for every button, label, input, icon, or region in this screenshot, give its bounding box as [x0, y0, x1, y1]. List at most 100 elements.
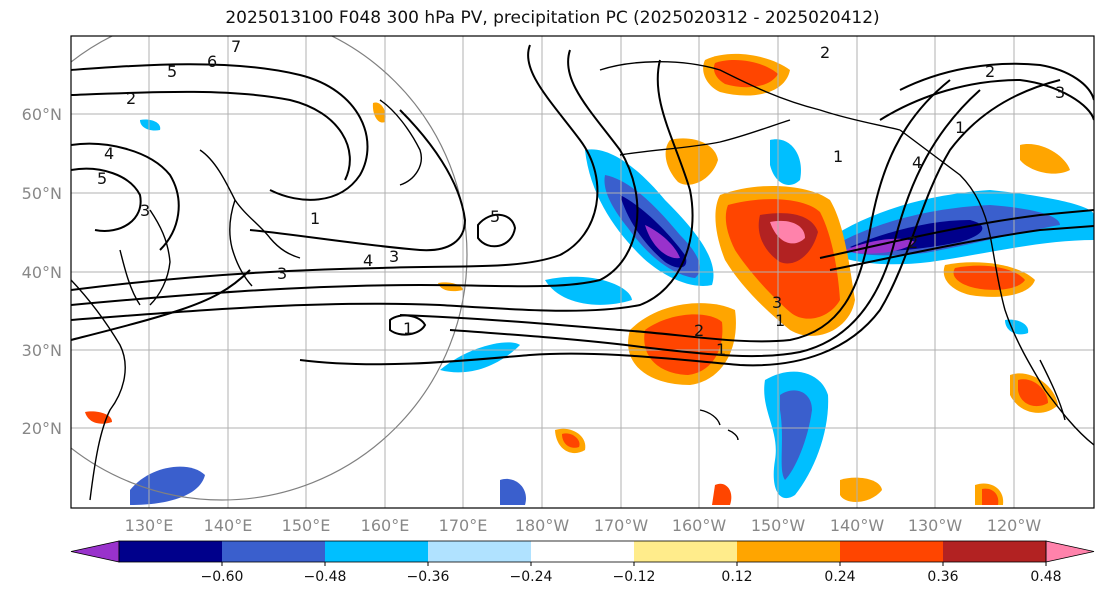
- lat-label: 60°N: [22, 105, 62, 124]
- pos-small-7: [712, 483, 732, 505]
- colorbar-swatch: [840, 541, 944, 562]
- pv-labels: 7 6 5 2 4 5 3 1 4 3 3 1 5 2 1 3 1 1 1 2 …: [97, 37, 1065, 359]
- graticule: [71, 36, 1094, 508]
- lat-axis: 60°N 50°N 40°N 30°N 20°N: [22, 105, 62, 438]
- colorbar-tick-label: 0.48: [1030, 569, 1061, 585]
- pv-contour-ne-1: [899, 62, 1094, 101]
- pv-contour-ridge-1: [399, 79, 951, 343]
- pv-label: 3: [389, 247, 399, 266]
- colorbar-tick-label: 0.12: [721, 569, 752, 585]
- neg-box: [1005, 319, 1029, 335]
- lon-label: 150°W: [751, 516, 806, 535]
- pv-label: 5: [167, 62, 177, 81]
- lon-label: 140°W: [830, 516, 885, 535]
- pv-label: 2: [908, 233, 918, 252]
- neg-south-1b: [780, 390, 812, 480]
- lon-label: 170°E: [439, 516, 488, 535]
- precip-shading: [85, 53, 1094, 505]
- pv-label: 3: [140, 201, 150, 220]
- pv-contour-north-2: [71, 90, 351, 181]
- colorbar-tick-label: −0.60: [201, 569, 244, 585]
- colorbar-swatches: [70, 540, 1095, 563]
- colorbar-ticks: −0.60 −0.48 −0.36 −0.24 −0.12 0.12 0.24 0.36 0.4…: [201, 562, 1062, 585]
- pv-contours: [71, 44, 1094, 367]
- lat-label: 20°N: [22, 419, 62, 438]
- lon-label: 130°E: [125, 516, 174, 535]
- colorbar-tick-label: −0.24: [510, 569, 553, 585]
- colorbar-swatch: [737, 541, 841, 562]
- pv-label: 1: [716, 340, 726, 359]
- lon-label: 140°E: [204, 516, 253, 535]
- pv-label: 7: [231, 37, 241, 56]
- colorbar-tick-label: 0.36: [927, 569, 958, 585]
- pos-ak: [665, 138, 718, 185]
- neg-subtrop: [545, 276, 632, 305]
- pos-small-3b: [982, 488, 999, 505]
- pv-contour-ne-2: [879, 78, 1094, 121]
- lon-label: 160°W: [672, 516, 727, 535]
- pv-label: 2: [820, 43, 830, 62]
- pos-small-1b: [562, 433, 580, 448]
- chart-title: 2025013100 F048 300 hPa PV, precipitatio…: [225, 8, 880, 28]
- colorbar: −0.60 −0.48 −0.36 −0.24 −0.12 0.12 0.24 0.36 0.4…: [70, 540, 1095, 585]
- neg-nw: [140, 119, 161, 131]
- colorbar-swatch: [428, 541, 532, 562]
- pv-contour-trough-4: [249, 109, 467, 252]
- pv-contour-trough-1: [71, 44, 599, 291]
- korea-coast: [119, 209, 171, 306]
- colorbar-swatch: [119, 541, 223, 562]
- pv-contour-north: [71, 63, 369, 201]
- lon-axis: 130°E 140°E 150°E 160°E 170°E 180°W 170°…: [125, 516, 1042, 535]
- colorbar-swatch: [222, 541, 326, 562]
- pos-ne: [1020, 144, 1070, 174]
- lon-label: 160°E: [361, 516, 410, 535]
- pv-label: 1: [833, 147, 843, 166]
- pv-label: 6: [207, 52, 217, 71]
- lat-label: 40°N: [22, 263, 62, 282]
- pv-contour-ridge-2: [449, 89, 981, 358]
- colorbar-tick-label: −0.48: [304, 569, 347, 585]
- alaska-coast: [599, 61, 901, 131]
- china-coast: [71, 279, 126, 501]
- aleutians: [619, 119, 791, 156]
- pv-contour-low-w: [71, 167, 142, 232]
- colorbar-frame: [118, 540, 1047, 563]
- pv-label: 1: [775, 311, 785, 330]
- pv-label: 1: [955, 118, 965, 137]
- pv-label: 1: [403, 319, 413, 338]
- pv-label: 3: [1055, 83, 1065, 102]
- pv-contour-east-2: [829, 225, 1094, 271]
- pv-contour-trough-3: [71, 59, 694, 321]
- pv-label: 4: [912, 153, 922, 172]
- colorbar-extend-high: [1045, 540, 1095, 563]
- kamchatka: [379, 99, 422, 186]
- lon-label: 150°E: [282, 516, 331, 535]
- hawaii: [699, 409, 739, 441]
- pos-north-2: [713, 60, 778, 88]
- pv-label: 3: [277, 264, 287, 283]
- colorbar-swatch: [531, 541, 635, 562]
- pv-label: 5: [490, 207, 500, 226]
- lon-label: 130°W: [908, 516, 963, 535]
- neg-band-east-min: [845, 238, 915, 254]
- colorbar-swatch: [943, 541, 1047, 562]
- pos-central-4: [770, 220, 805, 244]
- colorbar-tick-label: −0.12: [613, 569, 656, 585]
- neg-central-4: [645, 225, 680, 259]
- pv-label: 4: [104, 144, 114, 163]
- pv-contour-cutoff: [477, 213, 517, 248]
- pv-contour-sw: [71, 269, 251, 341]
- pv-contour-low-w2: [71, 142, 180, 251]
- pv-label: 4: [363, 251, 373, 270]
- na-coast: [899, 129, 1094, 446]
- colorbar-swatch: [325, 541, 429, 562]
- colorbar-tick-label: −0.36: [407, 569, 450, 585]
- pv-contour-trough-2: [71, 49, 639, 306]
- lat-label: 30°N: [22, 341, 62, 360]
- pos-small-2: [840, 477, 882, 502]
- range-circle: [71, 36, 468, 501]
- pv-label: 3: [772, 293, 782, 312]
- lat-label: 50°N: [22, 184, 62, 203]
- pv-contour-low-1: [389, 314, 427, 336]
